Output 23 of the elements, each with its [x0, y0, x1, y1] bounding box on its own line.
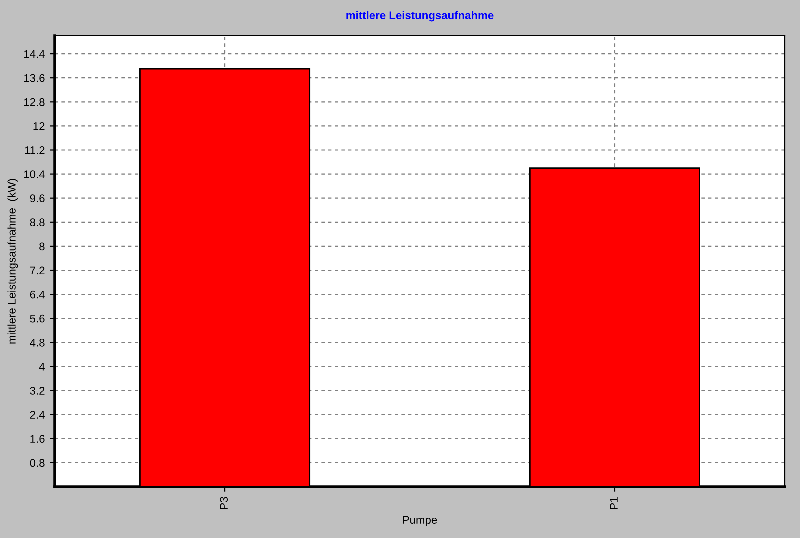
y-tick-label: 3.2	[30, 387, 45, 395]
y-tick-label: 7.2	[30, 266, 45, 275]
y-tick-label: 11.2	[25, 146, 45, 154]
y-axis-title: mittlere Leistungsaufnahme (kW)	[8, 179, 18, 344]
y-tick-label: 0.8	[30, 459, 45, 468]
y-tick-label: 12	[34, 122, 45, 130]
y-tick-label: 8.8	[30, 218, 45, 227]
y-tick-label: 13.6	[24, 74, 45, 82]
x-axis-title: Pumpe	[403, 516, 438, 526]
y-tick-label: 2.4	[30, 411, 45, 419]
y-tick-label: 10.4	[24, 170, 45, 178]
x-tick-label: P1	[610, 497, 618, 510]
y-tick-label: 1.6	[30, 435, 45, 444]
y-tick-label: 9.6	[30, 194, 45, 202]
y-tick-label: 5.6	[30, 314, 45, 323]
chart-title: mittlere Leistungsaufnahme	[346, 11, 494, 22]
y-tick-label: 4	[39, 363, 45, 371]
y-tick-label: 6.4	[30, 290, 45, 299]
y-tick-label: 4.8	[30, 338, 45, 347]
y-tick-label: 12.8	[24, 98, 45, 106]
y-tick-label: 14.4	[24, 50, 45, 58]
y-tick-label: 8	[40, 242, 45, 251]
x-tick-label: P3	[220, 497, 228, 510]
